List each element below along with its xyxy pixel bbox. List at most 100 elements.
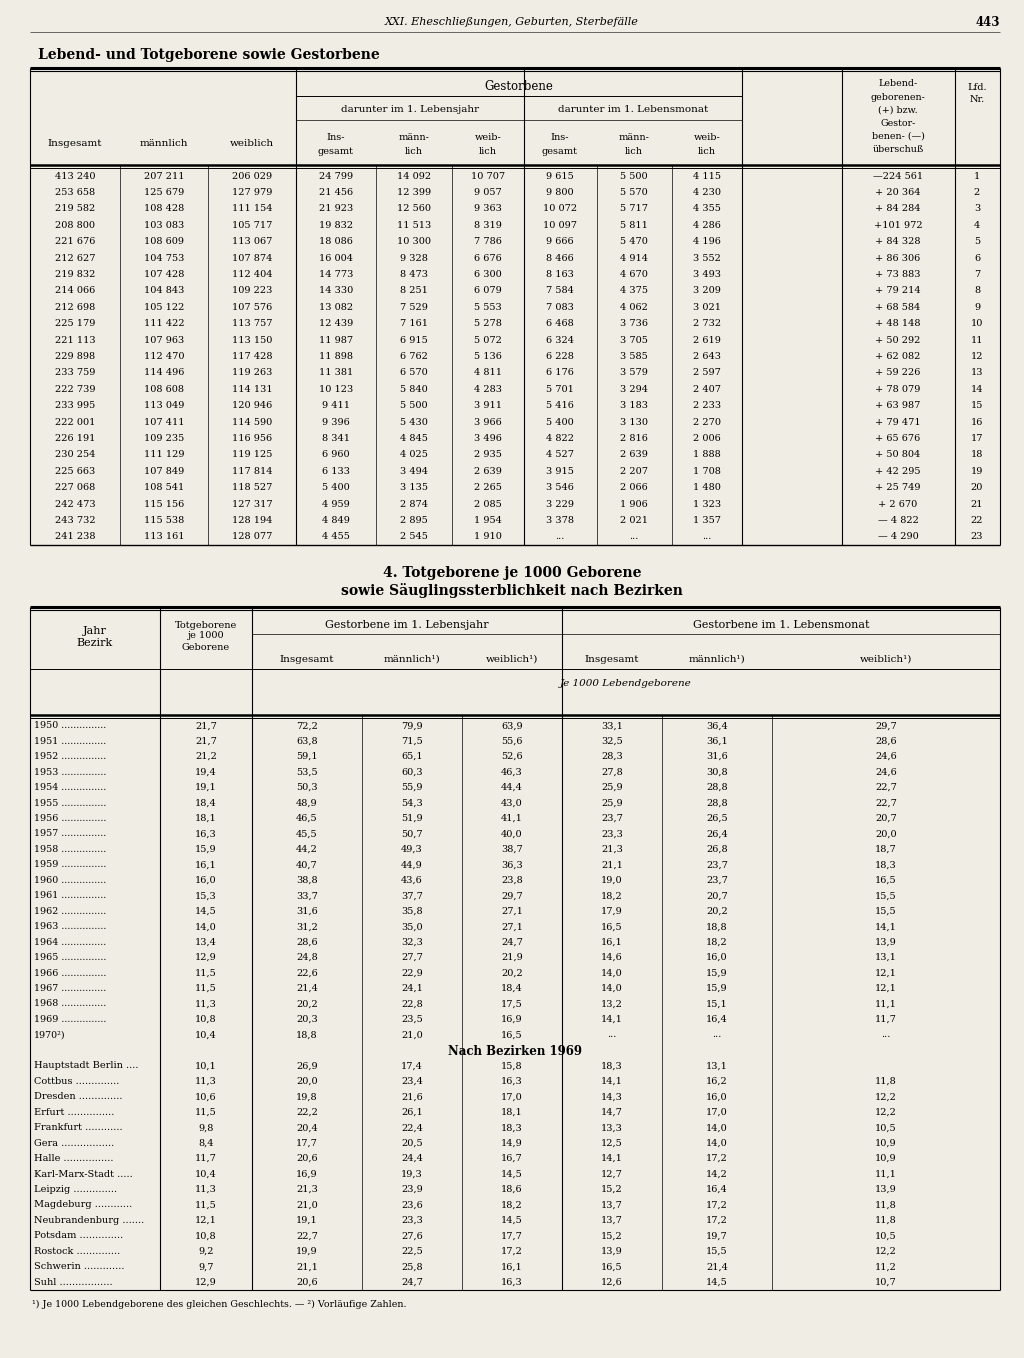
Text: 5 416: 5 416: [546, 401, 573, 410]
Text: 4 527: 4 527: [546, 451, 574, 459]
Text: + 20 364: + 20 364: [876, 189, 921, 197]
Text: 2 643: 2 643: [693, 352, 721, 361]
Text: 19 832: 19 832: [318, 221, 353, 230]
Text: 10,4: 10,4: [196, 1031, 217, 1039]
Text: gesamt: gesamt: [318, 147, 354, 156]
Text: geborenen-: geborenen-: [870, 92, 926, 102]
Text: 44,4: 44,4: [501, 784, 523, 792]
Text: 3 579: 3 579: [621, 368, 648, 378]
Text: 10,5: 10,5: [876, 1232, 897, 1240]
Text: 6 133: 6 133: [322, 467, 350, 475]
Text: 4 455: 4 455: [323, 532, 350, 542]
Text: Cottbus ..............: Cottbus ..............: [34, 1077, 120, 1086]
Text: 108 428: 108 428: [144, 205, 184, 213]
Text: Nr.: Nr.: [970, 95, 985, 105]
Text: 1957 ...............: 1957 ...............: [34, 830, 106, 838]
Text: 10,8: 10,8: [196, 1232, 217, 1240]
Text: 104 753: 104 753: [143, 254, 184, 262]
Text: 2 006: 2 006: [693, 435, 721, 443]
Text: 12,9: 12,9: [196, 953, 217, 961]
Text: 2 265: 2 265: [474, 483, 502, 492]
Text: 128 194: 128 194: [231, 516, 272, 526]
Text: 26,5: 26,5: [707, 813, 728, 823]
Text: 3 911: 3 911: [474, 401, 502, 410]
Text: 20,5: 20,5: [401, 1138, 423, 1148]
Text: 112 404: 112 404: [231, 270, 272, 278]
Text: Totgeborene: Totgeborene: [175, 621, 238, 630]
Text: 25,9: 25,9: [601, 784, 623, 792]
Text: 17,2: 17,2: [501, 1247, 523, 1256]
Text: 8: 8: [974, 287, 980, 296]
Text: 208 800: 208 800: [55, 221, 95, 230]
Text: 2 639: 2 639: [474, 467, 502, 475]
Text: 9 615: 9 615: [546, 171, 573, 181]
Text: sowie Säuglingssterblichkeit nach Bezirken: sowie Säuglingssterblichkeit nach Bezirk…: [341, 584, 683, 599]
Text: 11: 11: [971, 335, 983, 345]
Text: + 2 670: + 2 670: [879, 500, 918, 508]
Text: männlich¹): männlich¹): [384, 655, 440, 664]
Text: 11,5: 11,5: [196, 985, 217, 993]
Text: 18,7: 18,7: [876, 845, 897, 854]
Text: 20,7: 20,7: [707, 891, 728, 900]
Text: 2 874: 2 874: [400, 500, 428, 508]
Text: 1951 ...............: 1951 ...............: [34, 736, 106, 746]
Text: lich: lich: [698, 147, 716, 156]
Text: 17,9: 17,9: [601, 907, 623, 915]
Text: 21,3: 21,3: [296, 1186, 317, 1194]
Text: 1966 ...............: 1966 ...............: [34, 968, 106, 978]
Text: 20,2: 20,2: [501, 968, 523, 978]
Text: 413 240: 413 240: [54, 171, 95, 181]
Text: 38,7: 38,7: [501, 845, 523, 854]
Text: 11,5: 11,5: [196, 1108, 217, 1116]
Text: 6 960: 6 960: [323, 451, 350, 459]
Text: 5 470: 5 470: [621, 238, 648, 246]
Text: 72,2: 72,2: [296, 721, 317, 731]
Text: 14,9: 14,9: [501, 1138, 523, 1148]
Text: 20,2: 20,2: [296, 999, 317, 1009]
Text: Insgesamt: Insgesamt: [585, 655, 639, 664]
Text: 1964 ...............: 1964 ...............: [34, 937, 106, 947]
Text: 113 049: 113 049: [143, 401, 184, 410]
Text: 11,3: 11,3: [195, 999, 217, 1009]
Text: + 86 306: + 86 306: [876, 254, 921, 262]
Text: 15,3: 15,3: [196, 891, 217, 900]
Text: 9 396: 9 396: [323, 417, 350, 426]
Text: 219 832: 219 832: [55, 270, 95, 278]
Text: überschuß: überschuß: [872, 144, 924, 153]
Text: Ins-: Ins-: [551, 133, 569, 143]
Text: 16,5: 16,5: [601, 922, 623, 932]
Text: 21,4: 21,4: [296, 985, 317, 993]
Text: 2 597: 2 597: [693, 368, 721, 378]
Text: 55,6: 55,6: [502, 736, 522, 746]
Text: 115 538: 115 538: [144, 516, 184, 526]
Text: +101 972: +101 972: [873, 221, 923, 230]
Text: 40,7: 40,7: [296, 861, 317, 869]
Text: 6 079: 6 079: [474, 287, 502, 296]
Text: 15,9: 15,9: [707, 968, 728, 978]
Text: 10 097: 10 097: [543, 221, 577, 230]
Text: 4 355: 4 355: [693, 205, 721, 213]
Text: 19,4: 19,4: [196, 767, 217, 777]
Text: 114 590: 114 590: [231, 417, 272, 426]
Text: 20,3: 20,3: [296, 1014, 317, 1024]
Text: 225 663: 225 663: [55, 467, 95, 475]
Text: 13,7: 13,7: [601, 1215, 623, 1225]
Text: 108 541: 108 541: [144, 483, 184, 492]
Text: 226 191: 226 191: [55, 435, 95, 443]
Text: 5 500: 5 500: [400, 401, 428, 410]
Text: 11,3: 11,3: [195, 1186, 217, 1194]
Text: ...: ...: [630, 532, 639, 542]
Text: 36,1: 36,1: [707, 736, 728, 746]
Text: 13,1: 13,1: [876, 953, 897, 961]
Text: 22,2: 22,2: [296, 1108, 317, 1116]
Text: 16,9: 16,9: [296, 1169, 317, 1179]
Text: 18,1: 18,1: [501, 1108, 523, 1116]
Text: 15,9: 15,9: [196, 845, 217, 854]
Text: 11 381: 11 381: [318, 368, 353, 378]
Text: 3 494: 3 494: [400, 467, 428, 475]
Text: 21,7: 21,7: [195, 721, 217, 731]
Text: 18,1: 18,1: [196, 813, 217, 823]
Text: 22: 22: [971, 516, 983, 526]
Text: 22,6: 22,6: [296, 968, 317, 978]
Text: 14 092: 14 092: [397, 171, 431, 181]
